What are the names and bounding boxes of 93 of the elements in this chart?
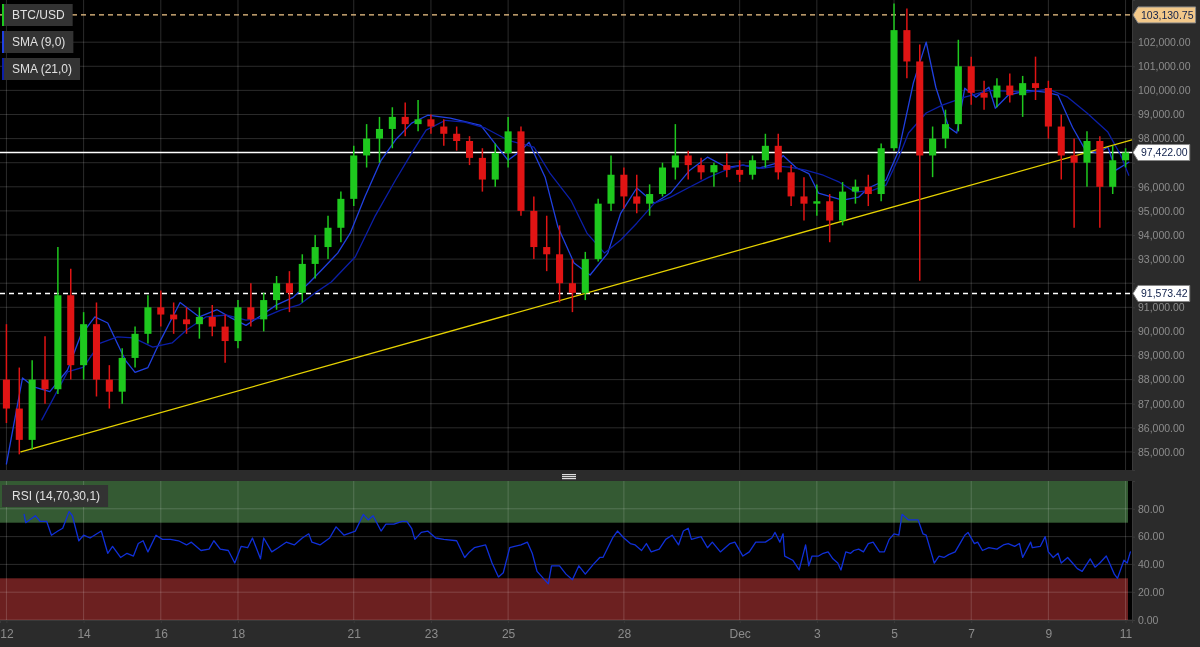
candlestick [401,101,409,137]
candlestick [221,313,229,364]
candlestick [568,258,576,313]
x-tick-label: Dec [729,626,751,641]
candlestick [427,113,435,135]
x-tick-label: 7 [968,626,976,641]
candlestick [157,289,165,328]
y-tick-label: 86,000.00 [1138,421,1185,434]
candlestick [671,123,679,181]
candlestick [929,125,937,178]
candlestick [1006,72,1014,104]
candlestick [363,123,371,169]
y-tick-label: 98,000.00 [1138,132,1185,145]
x-tick-label: 16 [154,626,169,641]
candlestick [478,147,486,193]
candlestick [465,135,474,166]
candlestick [748,154,757,181]
y-tick-label: 99,000.00 [1138,108,1185,121]
candlestick [646,183,654,217]
candlestick [851,178,859,205]
y-tick-label: 89,000.00 [1138,349,1185,362]
candlestick [208,304,216,337]
x-tick-label: 14 [77,626,92,641]
candlestick [260,292,268,333]
y-tick-label: 94,000.00 [1138,228,1185,241]
candlestick [247,282,255,328]
ref-line-label: 91,573.42 [1141,287,1188,300]
y-tick-label: 20.00 [1138,586,1165,599]
y-tick-label: 40.00 [1138,558,1165,571]
x-tick-label: 5 [891,626,899,641]
candlestick [504,116,512,169]
x-tick-label: 9 [1045,626,1053,641]
candlestick [388,106,396,149]
x-tick-label: 25 [501,626,516,641]
y-tick-label: 0.00 [1138,613,1159,626]
candlestick [1031,55,1040,101]
candlestick [761,133,769,169]
candlestick [543,214,551,272]
legend-label: SMA (21,0) [12,62,73,77]
candlestick [633,173,641,215]
y-tick-label: 91,000.00 [1138,301,1185,314]
candlestick [813,183,821,217]
legend-label: SMA (9,0) [12,35,66,50]
candlestick [273,275,281,311]
candlestick [41,335,49,405]
x-tick-label: 18 [231,626,246,641]
candlestick [324,214,332,260]
candlestick [993,77,1001,109]
y-tick-label: 80.00 [1138,502,1165,515]
x-tick-label: 28 [617,626,632,641]
y-tick-label: 96,000.00 [1138,180,1185,193]
candlestick [453,125,461,152]
y-tick-label: 101,000.00 [1138,60,1191,73]
candlestick [311,234,319,280]
x-tick-label: 11 [1119,626,1133,641]
y-tick-label: 90,000.00 [1138,325,1185,338]
y-tick-label: 88,000.00 [1138,373,1185,386]
y-tick-label: 100,000.00 [1138,84,1191,97]
candlestick [620,166,628,210]
candlestick [1083,130,1091,188]
text: RSI (14,70,30,1) [12,489,101,504]
candlestick [980,79,988,111]
candlestick [1019,75,1027,118]
candlestick [710,161,718,188]
candlestick [414,99,422,133]
candlestick [941,108,950,149]
candlestick [182,306,191,335]
x-tick-label: 21 [347,626,362,641]
candlestick [195,306,203,340]
candlestick [864,173,872,207]
candlestick [826,193,834,243]
legend-label: BTC/USD [12,8,65,23]
y-tick-label: 87,000.00 [1138,397,1185,410]
x-tick-label: 3 [814,626,821,641]
candlestick [440,118,448,147]
candlestick [105,364,113,410]
ref-line-label: 97,422.00 [1141,146,1188,159]
candlestick [1070,137,1078,229]
y-tick-label: 102,000.00 [1138,36,1191,49]
y-tick-label: 93,000.00 [1138,252,1185,265]
candlestick [285,270,293,313]
candlestick [697,157,705,181]
y-tick-label: 85,000.00 [1138,445,1185,458]
candlestick [723,152,731,178]
candlestick [800,176,808,222]
y-tick-label: 95,000.00 [1138,204,1185,217]
candlestick [375,116,384,164]
y-tick-label: 60.00 [1138,530,1165,543]
ref-line-label: 103,130.75 [1141,8,1194,21]
candlestick [736,159,744,183]
x-tick-label: 23 [424,626,439,641]
x-tick-label: 12 [0,626,14,641]
candlestick [684,149,692,181]
